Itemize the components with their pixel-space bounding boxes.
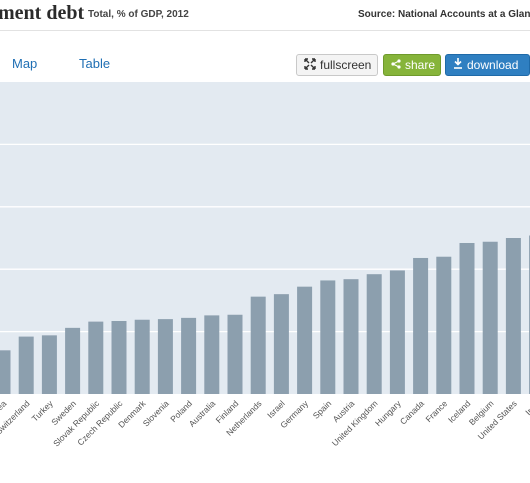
bar-netherlands[interactable]: [250, 296, 266, 394]
download-label: download: [467, 58, 519, 72]
fullscreen-label: fullscreen: [320, 58, 372, 72]
x-tick-label: Hungary: [373, 398, 403, 428]
x-tick-label: France: [423, 398, 449, 424]
chart-header: ment debt Total, % of GDP, 2012 Source: …: [0, 0, 530, 30]
x-tick-label: Slovenia: [141, 398, 171, 428]
chart-toolbar: Map Table fullscreen share download: [0, 48, 530, 82]
x-tick-label: Canada: [398, 398, 426, 426]
bar-germany[interactable]: [297, 286, 313, 394]
bar-slovenia[interactable]: [157, 319, 173, 394]
bar-australia[interactable]: [204, 315, 220, 394]
bars: [0, 235, 530, 394]
bar-slovak-republic[interactable]: [88, 321, 104, 394]
bar-france[interactable]: [436, 256, 452, 394]
bar-sweden[interactable]: [65, 327, 81, 394]
bar-poland[interactable]: [181, 317, 197, 394]
bar-canada[interactable]: [413, 257, 429, 394]
bar-denmark[interactable]: [134, 319, 150, 394]
x-tick-label: rea: [0, 398, 9, 414]
bar-finland[interactable]: [227, 314, 243, 394]
download-button[interactable]: download: [445, 54, 530, 76]
bar-belgium[interactable]: [482, 241, 498, 394]
bar-spain[interactable]: [320, 280, 336, 394]
download-icon: [453, 58, 463, 72]
bar-austria[interactable]: [343, 279, 359, 394]
bar-korea[interactable]: [0, 350, 11, 394]
tab-table[interactable]: Table: [79, 56, 111, 71]
bar-hungary[interactable]: [389, 270, 405, 394]
bar-iceland[interactable]: [459, 242, 475, 394]
fullscreen-button[interactable]: fullscreen: [296, 54, 378, 76]
tab-map[interactable]: Map: [12, 56, 38, 71]
chart-title: ment debt: [0, 2, 85, 24]
source-note[interactable]: Source: National Accounts at a Glance:: [358, 9, 530, 20]
bar-switzerland[interactable]: [18, 336, 34, 394]
header-divider: [0, 30, 530, 31]
share-icon: [391, 58, 401, 72]
bar-israel[interactable]: [273, 294, 289, 394]
x-tick-label: Irela: [523, 398, 530, 417]
chart-subtitle: Total, % of GDP, 2012: [88, 9, 189, 20]
bar-turkey[interactable]: [41, 335, 57, 394]
share-label: share: [405, 58, 436, 72]
bar-czech-republic[interactable]: [111, 320, 127, 394]
bar-united-kingdom[interactable]: [366, 274, 382, 394]
fullscreen-icon: [304, 57, 316, 73]
share-button[interactable]: share: [383, 54, 441, 76]
bar-united-states[interactable]: [505, 238, 521, 394]
